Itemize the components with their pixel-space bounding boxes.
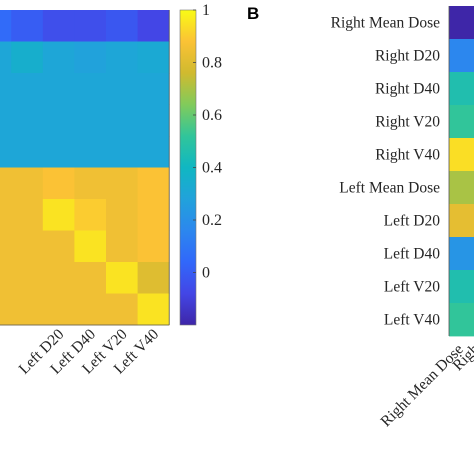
heatmap-cell [0,104,12,137]
heatmap-cell [449,303,474,337]
heatmap-cell [0,230,12,263]
y-tick-labels-b: Right Mean Dose Right D20 Right D40 Right V… [331,15,441,329]
heatmap-cell [0,10,12,42]
heatmap-cell [11,262,44,294]
heatmap-cell [106,293,138,326]
heatmap-cell [137,73,170,105]
heatmap-cell [106,230,138,263]
heatmap-cell [137,41,170,74]
heatmap-cell [42,73,75,105]
heatmap-cell [137,104,170,137]
heatmap-cell [11,167,44,200]
colorbar-tick-label: 0.4 [202,160,222,177]
heatmap-cell [11,199,44,231]
heatmap-cell [42,104,75,137]
panel-label-b: B [247,4,259,23]
y-tick-label: Left V20 [384,279,440,296]
heatmap-cell [11,104,44,137]
x-tick-label: Right Mean Dose [377,341,466,430]
y-tick-label: Right V40 [375,147,440,164]
heatmap-cell [74,10,107,42]
heatmap-cell [42,10,75,42]
heatmap-cell [42,41,75,74]
heatmap-cell [106,167,138,200]
y-tick-label: Right Mean Dose [331,15,440,32]
heatmap-cell [137,230,170,263]
heatmap-cell [106,199,138,231]
heatmap-cell [74,293,107,326]
heatmap-cell [137,262,170,294]
heatmap-cell [11,230,44,263]
heatmap-cell [449,204,474,238]
y-tick-label: Right V20 [375,114,440,131]
heatmap-cell [74,104,107,137]
heatmap-cell [106,136,138,168]
heatmap-cell [74,262,107,294]
heatmap-cell [0,136,12,168]
y-tick-label: Right D40 [375,81,440,98]
heatmap-cell [11,73,44,105]
heatmap-cell [106,10,138,42]
heatmap-cell [137,136,170,168]
heatmap-cell [11,10,44,42]
heatmap-cell [74,230,107,263]
heatmap-cell [42,262,75,294]
heatmap-cell [137,199,170,231]
colorbar-tick-label: 0.8 [202,55,222,72]
colorbar-ticks: 0 0.2 0.4 0.6 0.8 1 [193,2,222,282]
heatmap-cell [449,6,474,40]
y-tick-label: Right D20 [375,48,440,65]
heatmap-cell [106,41,138,74]
heatmap-cell [449,270,474,304]
heatmap-cell [449,105,474,139]
heatmap-cell [449,72,474,106]
y-tick-label: Left Mean Dose [339,180,440,197]
heatmap-grid-a [0,10,170,326]
heatmap-cell [106,262,138,294]
heatmap-cell [42,199,75,231]
heatmap-cell [0,41,12,74]
heatmap-cell [42,167,75,200]
heatmap-cell [106,104,138,137]
heatmap-cell [11,293,44,326]
heatmap-cell [42,230,75,263]
y-tick-label: Left D40 [384,246,441,263]
colorbar: 0 0.2 0.4 0.6 0.8 1 [179,2,222,326]
heatmap-cell [0,262,12,294]
heatmap-cell [449,171,474,205]
colorbar-tick-label: 0.6 [202,107,222,124]
heatmap-cell [106,73,138,105]
heatmap-column-b [448,6,474,337]
heatmap-cell [0,199,12,231]
heatmap-cell [74,41,107,74]
heatmap-cell [11,136,44,168]
heatmap-cell [449,138,474,172]
y-tick-label: Left D20 [384,213,441,230]
colorbar-tick-label: 0.2 [202,212,222,229]
colorbar-tick-label: 1 [202,2,210,19]
heatmap-cell [137,293,170,326]
heatmap-cell [42,136,75,168]
heatmap-cell [74,136,107,168]
colorbar-tick-label: 0 [202,265,210,282]
heatmap-cell [449,39,474,73]
heatmap-cell [11,41,44,74]
heatmap-cell [0,73,12,105]
heatmap-cell [74,73,107,105]
heatmap-cell [137,167,170,200]
heatmap-cell [0,293,12,326]
heatmap-cell [137,10,170,42]
heatmap-cell [449,237,474,271]
heatmap-cell [42,293,75,326]
heatmap-cell [74,199,107,231]
y-tick-label: Left V40 [384,312,440,329]
heatmap-cell [74,167,107,200]
heatmap-cell [0,167,12,200]
